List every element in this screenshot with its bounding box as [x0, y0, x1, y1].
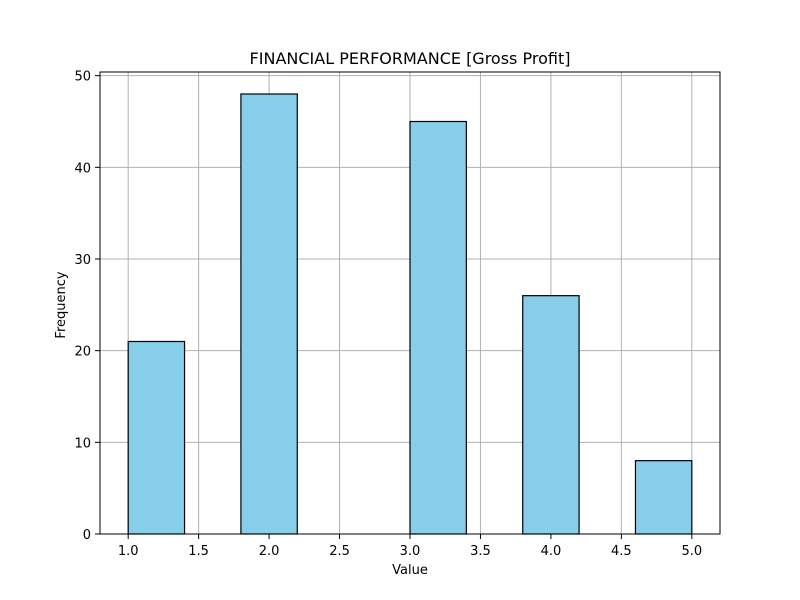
y-tick-label: 40 [74, 161, 91, 176]
x-tick-label: 1.0 [118, 544, 139, 559]
x-tick-label: 4.0 [541, 544, 562, 559]
x-tick-label: 5.0 [681, 544, 702, 559]
histogram-bar [240, 93, 298, 535]
y-tick-label: 30 [74, 253, 91, 268]
y-tick-label: 50 [74, 70, 91, 85]
x-axis-ticks: 1.0 1.5 2.0 2.5 3.0 3.5 4.0 4.5 5.0 [118, 534, 702, 559]
x-tick-label: 3.0 [400, 544, 421, 559]
x-tick-label: 2.0 [259, 544, 280, 559]
x-tick-label: 1.5 [188, 544, 209, 559]
y-axis-label: Frequency [54, 271, 69, 338]
y-tick-label: 10 [74, 436, 91, 451]
histogram-bar [127, 340, 186, 535]
x-tick-label: 2.5 [329, 544, 350, 559]
y-tick-label: 0 [83, 528, 91, 543]
x-tick-label: 4.5 [611, 544, 632, 559]
chart-title: FINANCIAL PERFORMANCE [Gross Profit] [250, 49, 571, 68]
histogram-bar [634, 460, 693, 535]
y-tick-label: 20 [74, 345, 91, 360]
y-axis-ticks: 0 10 20 30 40 50 [74, 70, 100, 543]
x-axis-label: Value [392, 563, 428, 578]
histogram-bar [522, 295, 580, 535]
histogram-bar [409, 120, 467, 535]
bars [127, 93, 693, 535]
x-tick-label: 3.5 [470, 544, 491, 559]
